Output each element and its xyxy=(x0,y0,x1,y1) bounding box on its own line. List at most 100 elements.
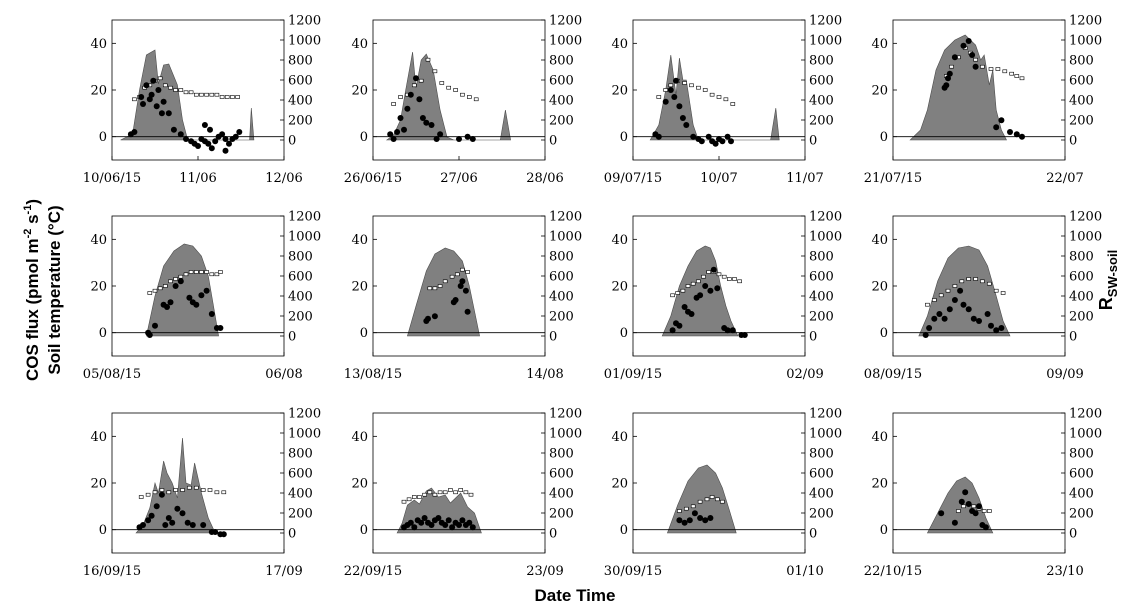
cos-flux-point xyxy=(164,304,170,310)
cos-flux-point xyxy=(397,115,404,121)
soil-temperature-point xyxy=(704,497,710,502)
left-tick-label: 40 xyxy=(611,430,628,445)
left-tick-label: 20 xyxy=(351,280,368,295)
soil-temperature-point xyxy=(716,272,722,277)
x-tick-label: 17/09 xyxy=(265,564,302,579)
cos-flux-point xyxy=(993,124,1000,131)
soil-temperature-point xyxy=(1002,69,1008,74)
cos-flux-point xyxy=(962,489,969,496)
cos-flux-point xyxy=(972,510,979,517)
left-tick-label: 20 xyxy=(90,477,107,492)
left-axis-label-line2: Soil temperature (°C) xyxy=(45,205,64,374)
right-tick-label: 0 xyxy=(549,134,557,149)
right-tick-label: 1200 xyxy=(1069,14,1102,29)
cos-flux-point xyxy=(671,94,678,100)
cos-flux-point xyxy=(459,517,466,524)
cos-flux-point xyxy=(673,77,679,84)
right-tick-label: 1000 xyxy=(549,34,582,49)
soil-temperature-point xyxy=(1014,74,1020,78)
right-tick-label: 200 xyxy=(1069,114,1094,129)
cos-flux-point xyxy=(683,122,690,128)
soil-temperature-point xyxy=(466,95,472,99)
cos-flux-point xyxy=(741,332,748,338)
cos-flux-point xyxy=(165,110,172,117)
cos-flux-point xyxy=(965,306,972,313)
soil-temperature-point xyxy=(442,279,448,284)
right-tick-label: 400 xyxy=(1069,487,1094,502)
cos-flux-point xyxy=(464,133,471,140)
soil-temperature-point xyxy=(460,267,465,272)
cos-flux-point xyxy=(217,325,224,331)
right-tick-label: 200 xyxy=(288,310,313,325)
cos-flux-point xyxy=(705,133,712,140)
soil-temperature-point xyxy=(411,83,417,88)
cos-flux-point xyxy=(208,145,215,152)
cos-flux-point xyxy=(998,325,1005,331)
cos-flux-point xyxy=(158,110,165,117)
cos-flux-point xyxy=(220,531,227,538)
right-tick-label: 1200 xyxy=(1069,210,1102,225)
cos-flux-point xyxy=(702,517,709,524)
right-tick-label: 600 xyxy=(549,270,574,285)
left-tick-label: 20 xyxy=(351,84,368,99)
right-tick-label: 0 xyxy=(1069,330,1077,345)
cos-flux-point xyxy=(951,519,958,526)
right-tick-label: 600 xyxy=(288,270,313,285)
left-tick-label: 0 xyxy=(620,130,628,145)
left-tick-label: 0 xyxy=(99,130,107,145)
x-tick-label: 26/06/15 xyxy=(344,171,402,186)
cos-flux-point xyxy=(131,129,138,135)
soil-temperature-point xyxy=(200,488,206,492)
cos-flux-point xyxy=(232,133,239,140)
left-tick-label: 40 xyxy=(351,37,368,52)
soil-temperature-point xyxy=(188,270,194,274)
x-tick-label: 06/08 xyxy=(265,367,302,382)
x-tick-label: 10/06/15 xyxy=(83,171,141,186)
cos-flux-point xyxy=(425,315,431,322)
cos-flux-point xyxy=(449,524,456,531)
soil-temperature-point xyxy=(670,293,675,298)
x-axis-label: Date Time xyxy=(535,586,616,605)
soil-temperature-point xyxy=(204,270,209,274)
cos-flux-point xyxy=(729,327,736,334)
cos-flux-point xyxy=(938,510,945,517)
soil-temperature-point xyxy=(157,286,163,291)
right-tick-label: 400 xyxy=(549,290,574,305)
soil-temperature-point xyxy=(168,279,173,284)
left-tick-label: 0 xyxy=(620,326,628,341)
right-tick-label: 800 xyxy=(288,54,313,69)
soil-temperature-point xyxy=(690,281,696,286)
x-tick-label: 01/10 xyxy=(786,564,823,579)
soil-temperature-point xyxy=(214,490,220,495)
cos-flux-point xyxy=(922,332,929,338)
right-tick-label: 400 xyxy=(809,94,834,109)
x-tick-label: 10/07 xyxy=(700,171,737,186)
soil-temperature-point xyxy=(730,102,736,106)
soil-temperature-point xyxy=(437,490,443,495)
right-tick-label: 600 xyxy=(549,467,574,482)
radiation-area xyxy=(666,464,737,534)
cos-flux-point xyxy=(926,325,933,331)
soil-temperature-point xyxy=(209,92,215,97)
right-tick-label: 600 xyxy=(809,74,834,89)
cos-flux-point xyxy=(686,517,693,524)
soil-temperature-point xyxy=(173,488,178,492)
soil-temperature-point xyxy=(714,497,720,502)
left-tick-label: 20 xyxy=(351,477,368,492)
right-tick-label: 800 xyxy=(1069,250,1094,265)
soil-temperature-point xyxy=(157,76,163,81)
cos-flux-point xyxy=(413,75,419,82)
soil-temperature-point xyxy=(980,279,985,284)
right-tick-label: 1200 xyxy=(288,14,321,29)
x-tick-label: 14/08 xyxy=(526,367,563,382)
left-tick-label: 0 xyxy=(360,130,368,145)
right-tick-label: 400 xyxy=(1069,94,1094,109)
right-tick-label: 200 xyxy=(809,310,834,325)
cos-flux-point xyxy=(442,522,449,528)
cos-flux-point xyxy=(965,38,972,44)
left-tick-label: 0 xyxy=(880,130,888,145)
right-tick-label: 1200 xyxy=(549,14,582,29)
